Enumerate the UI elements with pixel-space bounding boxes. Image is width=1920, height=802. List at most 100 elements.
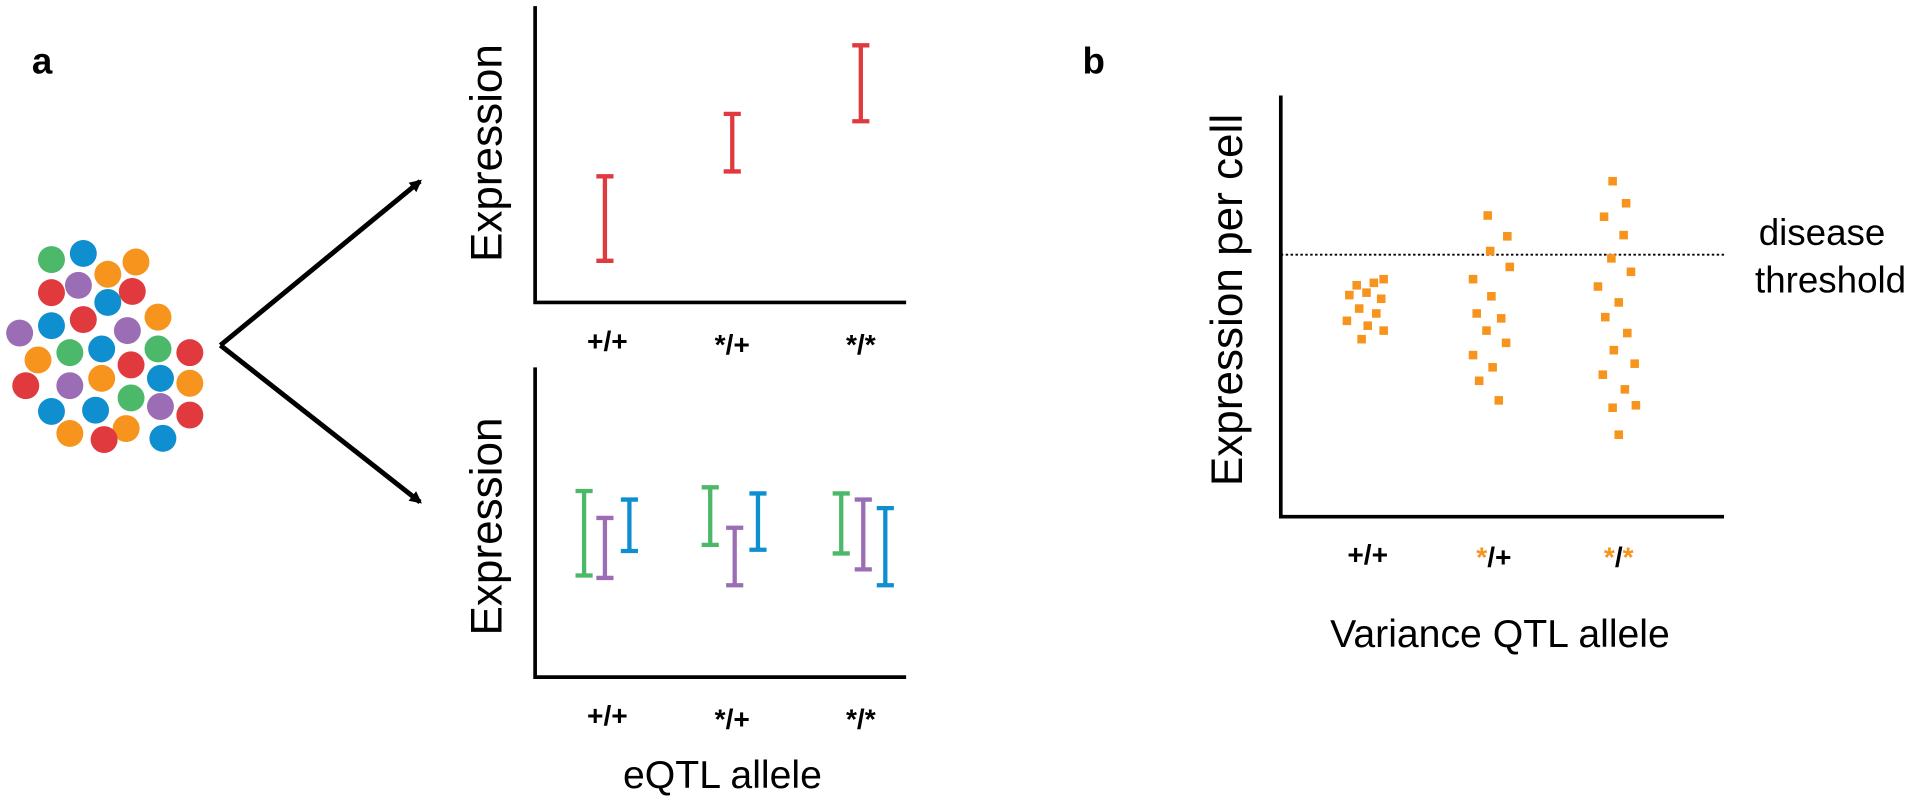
cell xyxy=(64,271,92,299)
dot xyxy=(1485,246,1495,256)
cell xyxy=(88,364,116,392)
dot xyxy=(1363,321,1373,330)
dot xyxy=(1483,211,1493,220)
x-tick-label: */* xyxy=(846,704,876,735)
dot xyxy=(1357,334,1366,344)
error-bar xyxy=(726,525,744,588)
error-bar xyxy=(620,497,638,554)
axes xyxy=(533,367,907,679)
cell xyxy=(38,312,65,340)
dot xyxy=(1362,288,1371,297)
dot xyxy=(1599,212,1609,222)
tick-part: /+ xyxy=(1487,542,1511,573)
dot xyxy=(1379,326,1388,335)
threshold-label: threshold xyxy=(1755,260,1906,301)
dot xyxy=(1468,350,1478,360)
tick-part: +/+ xyxy=(1347,540,1388,571)
dot xyxy=(1468,274,1478,284)
cell xyxy=(69,306,97,334)
x-tick-label: +/+ xyxy=(587,700,628,731)
x-tick-label: +/+ xyxy=(587,325,628,356)
cell xyxy=(38,397,65,425)
cell xyxy=(113,317,141,345)
dot xyxy=(1600,312,1610,322)
cell xyxy=(146,393,174,420)
dot xyxy=(1621,198,1631,208)
cell-cluster xyxy=(6,239,204,454)
cell xyxy=(56,419,84,447)
dot xyxy=(1614,430,1624,439)
cell xyxy=(38,279,65,307)
panel-label: a xyxy=(32,40,53,81)
cell xyxy=(149,424,177,452)
cell xyxy=(146,364,174,392)
x-tick-label: */+ xyxy=(715,704,750,735)
y-axis-label: Expression xyxy=(462,418,511,636)
y-axis-label: Expression xyxy=(462,44,511,262)
error-bars xyxy=(596,43,870,263)
cell xyxy=(117,351,145,379)
cell-dots xyxy=(1342,176,1641,439)
dot xyxy=(1496,314,1506,323)
dot xyxy=(1345,290,1354,300)
cell xyxy=(90,426,118,454)
dot xyxy=(1379,274,1388,284)
dot xyxy=(1619,230,1628,240)
dot xyxy=(1369,278,1379,288)
dot xyxy=(1487,292,1496,301)
x-tick-label: */+ xyxy=(715,329,750,360)
dot xyxy=(1354,304,1364,313)
dot xyxy=(1626,267,1636,277)
arrow xyxy=(218,179,422,348)
error-bar xyxy=(876,505,894,588)
dot xyxy=(1598,370,1608,379)
cell xyxy=(56,339,84,367)
tick-part: * xyxy=(1604,542,1615,573)
dot xyxy=(1614,298,1624,307)
dot xyxy=(1620,385,1630,394)
dot xyxy=(1608,403,1617,413)
x-tick-label: */* xyxy=(846,329,876,360)
dot xyxy=(1352,281,1361,290)
x-tick-label: */+ xyxy=(1476,542,1511,573)
cell xyxy=(94,288,122,316)
cell xyxy=(176,401,204,429)
error-bar xyxy=(723,111,741,174)
dot xyxy=(1488,363,1497,372)
cell xyxy=(6,319,34,347)
dot xyxy=(1494,396,1504,405)
dot xyxy=(1501,338,1511,348)
error-bar xyxy=(832,491,850,556)
dot xyxy=(1608,176,1617,186)
cell xyxy=(88,335,116,363)
x-axis-label: eQTL allele xyxy=(623,754,822,797)
panel-label: b xyxy=(1082,40,1104,81)
x-tick-label: */* xyxy=(1604,542,1634,573)
dot xyxy=(1609,345,1619,355)
cell xyxy=(56,372,84,400)
cell xyxy=(24,346,52,374)
y-axis-label: Expression per cell xyxy=(1203,114,1252,486)
axes xyxy=(1278,95,1725,519)
error-bar xyxy=(854,497,872,572)
cell xyxy=(12,372,40,400)
dot xyxy=(1505,262,1515,272)
tick-part: * xyxy=(1623,542,1634,573)
error-bar xyxy=(749,491,767,552)
error-bar xyxy=(596,174,614,263)
cell xyxy=(176,339,204,367)
cell xyxy=(82,396,110,424)
cell xyxy=(118,277,146,305)
x-tick-label: +/+ xyxy=(1347,540,1388,571)
cell xyxy=(69,239,97,267)
dot xyxy=(1623,328,1632,338)
cell xyxy=(117,384,145,412)
tick-part: * xyxy=(1476,542,1487,573)
error-bars xyxy=(575,485,894,588)
threshold-label: disease xyxy=(1759,212,1886,253)
dot xyxy=(1342,316,1352,326)
cell xyxy=(144,303,172,331)
cell xyxy=(122,248,150,276)
